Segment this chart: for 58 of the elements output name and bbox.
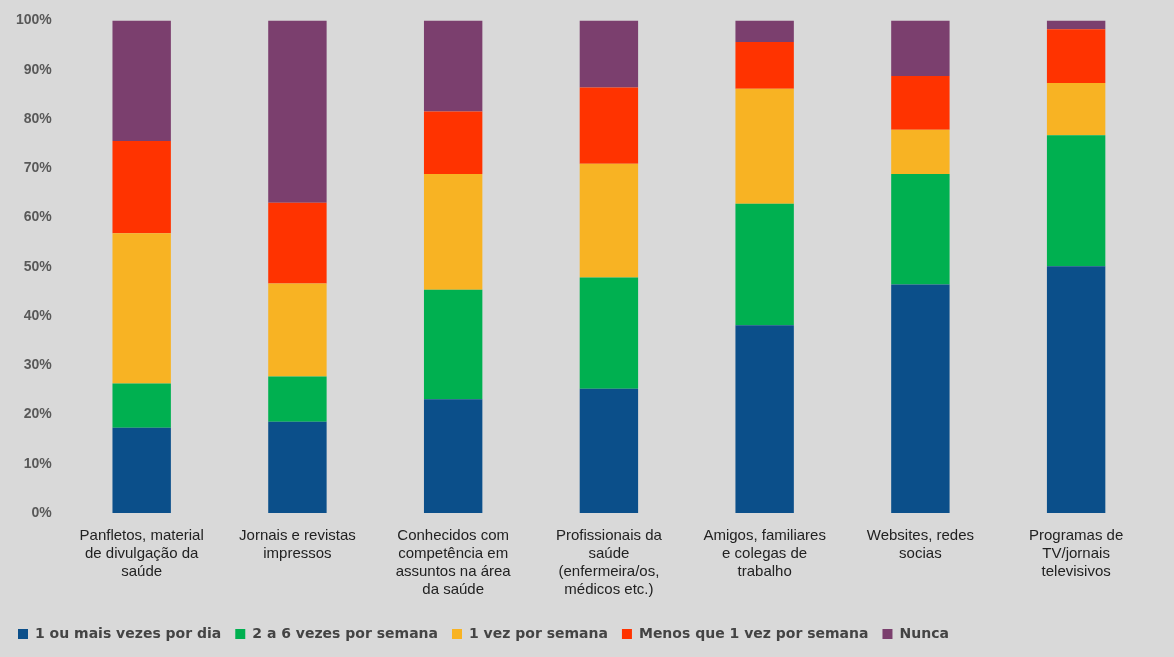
y-tick-label: 50% (23, 257, 53, 274)
y-tick-label: 90% (23, 60, 53, 77)
bar (891, 20, 950, 77)
bar (112, 20, 171, 142)
bar (735, 325, 794, 513)
bar (423, 111, 483, 175)
bar (112, 427, 171, 513)
x-tick-label: Profissionais da saúde (enfermeira/os, médicos etc.) (555, 526, 663, 598)
bar (423, 20, 483, 112)
x-tick-label: Amigos, familiares e colegas de trabalho (703, 526, 826, 580)
y-tick-label: 100% (15, 11, 53, 28)
bar (891, 174, 950, 285)
bar (268, 376, 327, 422)
y-tick-label: 70% (23, 159, 53, 176)
bar (735, 20, 794, 43)
bar (112, 383, 171, 428)
x-tick-label: Panfletos, material de divulgação da saúde (79, 526, 204, 580)
x-tick-label: Jornais e revistas impressos (239, 526, 356, 562)
legend-label: 1 vez por semana (468, 624, 608, 641)
bar (891, 76, 950, 130)
bar (735, 42, 794, 89)
y-tick-label: 10% (23, 454, 53, 471)
y-tick-label: 20% (23, 405, 53, 422)
bar (1046, 20, 1106, 30)
x-tick-label: Programas de TV/jornais televisivos (1029, 526, 1124, 580)
y-tick-label: 60% (23, 208, 53, 225)
legend-label: 2 a 6 vezes por semana (252, 624, 438, 641)
bar (268, 421, 327, 513)
bar (112, 233, 171, 384)
y-tick-label: 30% (23, 356, 53, 373)
bar (423, 289, 483, 400)
bar (579, 277, 639, 389)
bar (579, 163, 639, 278)
y-tick-label: 0% (31, 503, 53, 520)
bar (268, 202, 327, 284)
bar (1046, 82, 1106, 136)
legend-label: Menos que 1 vez por semana (638, 624, 869, 641)
bar (268, 283, 327, 377)
bar (1046, 135, 1106, 267)
x-tick-label: Websites, redes socias (866, 526, 975, 562)
bar (1046, 266, 1106, 513)
bar (579, 87, 639, 164)
bar (112, 141, 171, 234)
y-tick-label: 40% (23, 306, 53, 323)
bar (423, 399, 483, 513)
bar (735, 203, 794, 326)
bar (891, 284, 950, 513)
bar (1046, 29, 1106, 83)
x-tick-label: Conhecidos com competência em assuntos na área da saúde (395, 526, 512, 598)
bar (579, 20, 639, 88)
bar (268, 20, 327, 203)
bar (423, 174, 483, 290)
legend-label: 1 ou mais vezes por dia (35, 624, 222, 641)
y-tick-label: 80% (23, 109, 53, 126)
legend-label: Nunca (899, 624, 949, 641)
bar (735, 88, 794, 204)
bar (891, 129, 950, 175)
bar (579, 388, 639, 513)
